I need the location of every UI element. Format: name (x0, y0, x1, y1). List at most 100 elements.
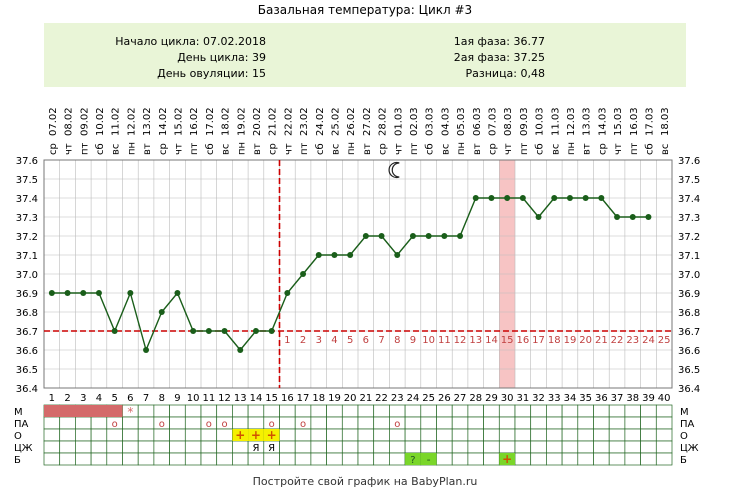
marker-cell (561, 404, 579, 418)
cycle-day-label: 4 (96, 393, 102, 404)
date-label: 12.03 (566, 107, 577, 136)
marker-cell (310, 440, 327, 454)
marker-cell (357, 428, 375, 442)
temperature-point (80, 290, 87, 296)
temperature-point (331, 252, 338, 258)
cycle-day-label: 10 (187, 393, 200, 404)
pa-marker: о (112, 419, 118, 430)
cycle-day-label: 39 (642, 393, 655, 404)
bbt-chart: 37.6 37.6 37.5 37.5 37.4 37.4 37.3 37.3 37.2 37.2… (14, 107, 700, 466)
post-ovulation-day-label: 19 (564, 335, 577, 346)
weekday-label: сб (644, 143, 655, 155)
date-label: 21.02 (268, 107, 279, 136)
weekday-label: чт (64, 143, 75, 155)
temperature-point (362, 233, 369, 239)
marker-cell (451, 452, 469, 466)
marker-cell (420, 428, 437, 442)
y-tick-label-right: 36.4 (678, 384, 700, 395)
marker-cell (216, 452, 233, 466)
marker-row-label-left: ПА (14, 419, 29, 430)
marker-cell (279, 440, 296, 454)
marker-cell (593, 404, 610, 418)
temperature-point (143, 347, 150, 353)
weekday-label: вт (252, 143, 263, 155)
weekday-label: вс (221, 144, 232, 155)
chart-title: Базальная температура: Цикл #3 (257, 3, 473, 17)
cycle-info-panel: Начало цикла: 07.02.2018 День цикла: 39 … (44, 23, 686, 87)
marker-cell (451, 404, 469, 418)
marker-cell (169, 404, 186, 418)
date-label: 11.03 (550, 107, 561, 136)
temperature-point (48, 290, 55, 296)
post-ovulation-day-label: 22 (611, 335, 624, 346)
post-ovulation-day-label: 23 (626, 335, 639, 346)
y-tick-label-left: 37.5 (16, 175, 38, 186)
marker-cell (436, 452, 453, 466)
marker-cell (357, 452, 375, 466)
weekday-label: пн (346, 142, 357, 155)
y-tick-label-right: 37.4 (678, 194, 700, 205)
marker-cell (232, 452, 249, 466)
marker-cell (467, 428, 484, 442)
weekday-label: ср (487, 143, 498, 155)
y-tick-label-left: 36.8 (16, 308, 38, 319)
marker-cell (404, 440, 422, 454)
temperature-point (645, 214, 652, 220)
cycle-day-label: 15 (265, 393, 278, 404)
post-ovulation-day-label: 9 (410, 335, 416, 346)
weekday-label: вс (440, 144, 451, 155)
marker-cell (483, 452, 500, 466)
post-ovulation-day-label: 25 (658, 335, 671, 346)
marker-cell (577, 428, 594, 442)
y-tick-label-right: 37.5 (678, 175, 700, 186)
cycle-day-label: 29 (485, 393, 498, 404)
post-ovulation-day-label: 14 (485, 335, 498, 346)
date-label: 13.03 (582, 107, 593, 136)
marker-cell (593, 416, 610, 430)
weekday-label: ср (48, 143, 59, 155)
marker-cell (467, 440, 484, 454)
cycle-day-label: 28 (469, 393, 482, 404)
czh-marker: Я (268, 443, 275, 454)
marker-cell (561, 428, 579, 442)
difference-text: Разница: 0,48 (465, 67, 546, 80)
marker-cell (530, 440, 547, 454)
date-label: 06.03 (472, 107, 483, 136)
o-plus-marker: + (267, 428, 277, 442)
footer-link[interactable]: Постройте свой график на BabyPlan.ru (252, 475, 478, 488)
marker-cell (467, 452, 484, 466)
marker-cell (498, 416, 516, 430)
temperature-point (472, 195, 479, 201)
o-plus-marker: + (251, 428, 261, 442)
marker-cell (200, 440, 218, 454)
marker-cell (577, 452, 594, 466)
cycle-day-label: 30 (501, 393, 514, 404)
marker-cell (561, 416, 579, 430)
post-ovulation-day-label: 3 (316, 335, 322, 346)
cycle-day-label: 32 (532, 393, 545, 404)
weekday-label: пт (299, 142, 310, 155)
y-tick-label-right: 36.8 (678, 308, 700, 319)
date-label: 23.02 (299, 107, 310, 136)
marker-cell (90, 428, 108, 442)
weekday-label: чт (503, 143, 514, 155)
cycle-day-label: 14 (250, 393, 263, 404)
marker-cell (326, 452, 343, 466)
marker-cell (106, 428, 123, 442)
marker-cell (122, 428, 139, 442)
marker-cell (43, 428, 61, 442)
marker-cell (169, 416, 186, 430)
cycle-day-label: 19 (328, 393, 341, 404)
post-ovulation-day-label: 1 (284, 335, 290, 346)
date-label: 22.02 (283, 107, 294, 136)
weekday-label: вт (362, 143, 373, 155)
marker-row-label-right: О (680, 431, 688, 442)
cycle-day-label: 8 (159, 393, 165, 404)
date-label: 03.03 (425, 107, 436, 136)
temperature-point (221, 328, 228, 334)
marker-cell (514, 404, 532, 418)
cycle-day-label: 1 (49, 393, 55, 404)
temperature-point (394, 252, 401, 258)
marker-cell (546, 416, 563, 430)
marker-cell (640, 404, 657, 418)
